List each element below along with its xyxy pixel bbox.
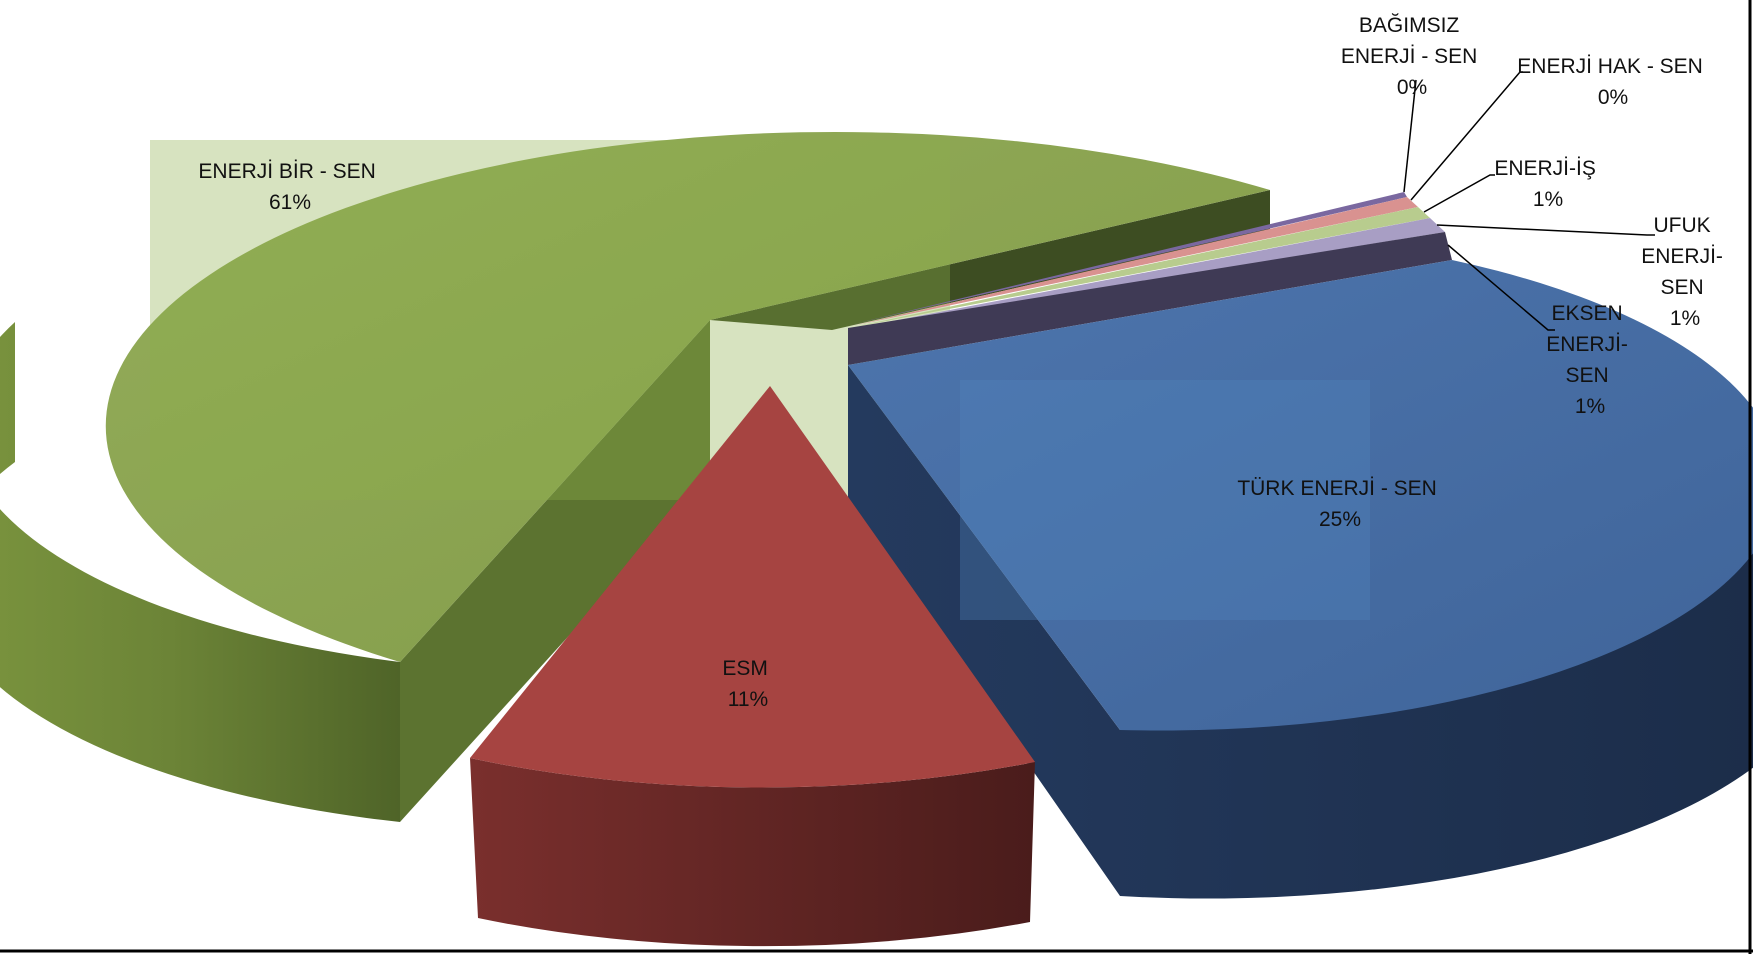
pie-slice-esm-top	[470, 386, 1035, 788]
label-bagimsiz-enerji-sen: BAĞIMSIZ ENERJİ - SEN 0%	[1341, 14, 1483, 99]
pie-slice-enerji-bir-sen-side	[0, 322, 400, 822]
label-hak-percent: 0%	[1598, 86, 1628, 109]
pie-slice-enerji-is	[854, 207, 1430, 327]
pie-slice-ufuk-enerji-sen-top	[856, 218, 1445, 328]
label-bagimsiz-line1: BAĞIMSIZ	[1359, 14, 1460, 37]
pie-slice-turk-enerji-sen-top	[848, 260, 1753, 731]
leader-line-eksen	[1447, 244, 1555, 331]
label-eksen-line1: EKSEN	[1551, 302, 1622, 325]
leader-line-bagimsiz	[1403, 79, 1417, 193]
slice-labels: ENERJİ BİR - SEN 61% ESM 11% TÜRK ENERJİ…	[198, 14, 1729, 711]
label-hak-name: ENERJİ HAK - SEN	[1517, 55, 1703, 78]
label-enerji-is-percent: 1%	[1533, 188, 1563, 211]
label-enerji-hak-sen: ENERJİ HAK - SEN 0%	[1517, 55, 1708, 109]
leader-line-hak	[1410, 71, 1523, 201]
leader-line-enerjiis	[1423, 174, 1495, 213]
label-enerji-bir-sen-name: ENERJİ BİR - SEN	[198, 160, 375, 183]
label-bagimsiz-line2: ENERJİ - SEN	[1341, 45, 1478, 68]
pie-slice-bagimsiz-enerji-sen-top	[850, 192, 1407, 325]
label-esm: ESM 11%	[722, 657, 773, 711]
pie-slice-enerji-bir-sen-inner-wall	[710, 190, 1270, 330]
pie-slice-turk-enerji-sen	[848, 260, 1753, 899]
pie-slice-turk-enerji-sen-highlight	[960, 380, 1370, 620]
pie-slice-ufuk-enerji-sen	[856, 218, 1445, 328]
label-eksen-line3: SEN	[1565, 364, 1608, 387]
pie-slice-enerji-bir-sen-highlight	[150, 140, 950, 500]
label-ufuk-line2: ENERJİ-	[1641, 245, 1723, 268]
label-ufuk-enerji-sen: UFUK ENERJİ- SEN 1%	[1641, 214, 1729, 330]
label-esm-percent: 11%	[728, 688, 768, 711]
label-ufuk-line3: SEN	[1660, 276, 1703, 299]
pie-slice-bagimsiz-enerji-sen	[850, 192, 1407, 325]
pie-slice-turk-enerji-sen-side	[848, 365, 1753, 899]
label-enerji-bir-sen-percent: 61%	[269, 191, 311, 214]
label-enerji-is: ENERJİ-İŞ 1%	[1494, 157, 1601, 211]
label-turk-enerji-sen: TÜRK ENERJİ - SEN 25%	[1237, 477, 1442, 531]
pie-slice-enerji-bir-sen	[0, 131, 1271, 822]
pie-slice-enerji-bir-sen-inner-front	[400, 320, 710, 822]
label-bagimsiz-percent: 0%	[1397, 76, 1427, 99]
pie-slice-enerji-is-top	[854, 207, 1430, 327]
pie-slice-eksen-enerji-sen	[848, 232, 1452, 365]
label-esm-name: ESM	[722, 657, 768, 680]
pie-slice-esm	[470, 386, 1035, 947]
label-eksen-percent: 1%	[1575, 395, 1605, 418]
pie-slice-enerji-hak-sen	[852, 197, 1418, 326]
label-turk-enerji-sen-percent: 25%	[1319, 508, 1361, 531]
pie-slice-enerji-hak-sen-top	[852, 197, 1418, 326]
label-eksen-enerji-sen: EKSEN ENERJİ- SEN 1%	[1546, 302, 1634, 418]
label-ufuk-percent: 1%	[1670, 307, 1700, 330]
leader-line-ufuk	[1436, 224, 1655, 236]
pie-slice-eksen-enerji-sen-front	[848, 232, 1452, 365]
label-ufuk-line1: UFUK	[1653, 214, 1710, 237]
label-enerji-bir-sen: ENERJİ BİR - SEN 61%	[198, 160, 381, 214]
label-eksen-line2: ENERJİ-	[1546, 333, 1628, 356]
label-turk-enerji-sen-name: TÜRK ENERJİ - SEN	[1237, 477, 1437, 500]
leader-lines	[1403, 71, 1655, 331]
pie-slice-enerji-bir-sen-top	[105, 131, 1271, 662]
label-enerji-is-name: ENERJİ-İŞ	[1494, 157, 1596, 180]
pie-slice-esm-side	[470, 758, 1035, 947]
